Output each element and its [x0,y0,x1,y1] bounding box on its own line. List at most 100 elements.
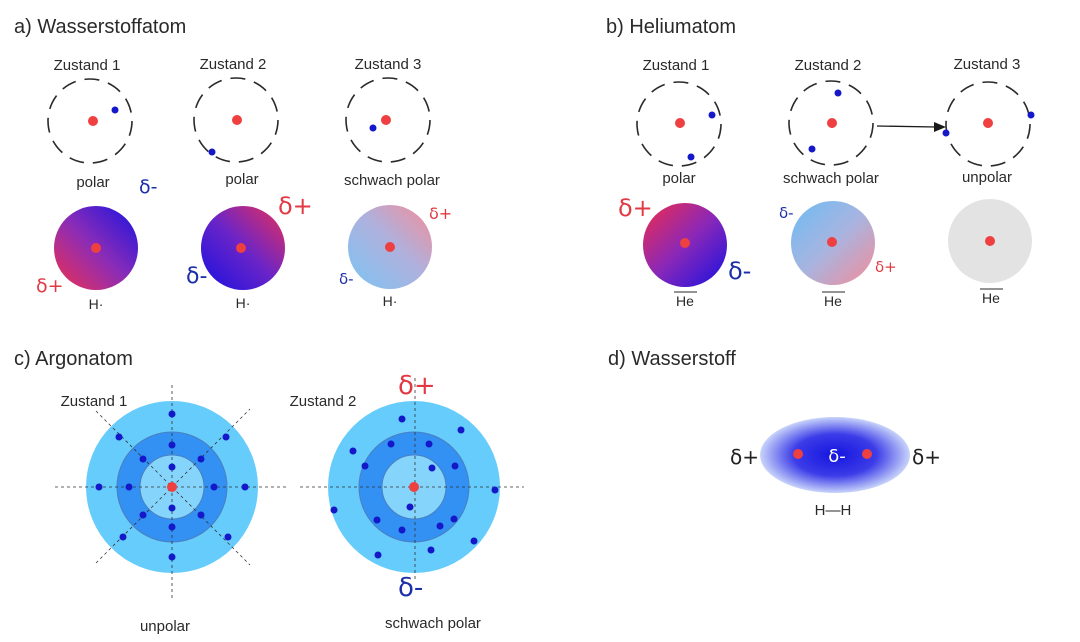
argon-1-electron [168,504,176,512]
panel-b-cloud-1-nucleus [680,238,690,248]
panel-a-orbit-2 [193,77,279,163]
panel-b-title: b) Heliumatom [606,16,736,38]
argon-2-electron [373,516,381,524]
h2-nucleus-right [862,449,872,459]
panel-a-nucleus-2 [232,115,242,125]
argon-1-electron [139,511,147,519]
panel-b-charge-2-positive: δ+ [875,258,897,276]
panel-a-cloud-3-nucleus [385,242,395,252]
argon-2-electron [450,515,458,523]
panel-d-charge-right-positive: δ+ [912,445,941,469]
panel-a-charge-3-negative: δ- [339,270,354,288]
panel-b-nucleus-1 [675,118,685,128]
argon-1-electron [95,483,103,491]
argon-1-electron [168,523,176,531]
argon-1-electron [125,483,133,491]
panel-b-state-2-label: Zustand 2 [795,57,862,74]
h2-nucleus-left [793,449,803,459]
argon-2-electron [398,526,406,534]
argon-2-electron [349,447,357,455]
panel-b-charge-2-negative: δ- [779,204,794,222]
panel-d-charge-left-positive: δ+ [730,445,759,469]
panel-a-orbit-3 [345,77,431,163]
panel-a-state-2-label: Zustand 2 [200,56,267,73]
h2-electron-cloud [760,417,910,493]
panel-a-state-1-label: Zustand 1 [54,57,121,74]
panel-a-nucleus-3 [381,115,391,125]
panel-a-nucleus-1 [88,116,98,126]
panel-b-orbit-1 [636,81,722,167]
argon-2-electron [330,506,338,514]
panel-b-electron-1b [687,153,695,161]
panel-a-cloud-2-nucleus [236,243,246,253]
argon-2-electron [406,503,414,511]
panel-b-transition-arrow-head [934,122,946,132]
panel-a-caption-1: polar [76,174,109,191]
panel-a-charge-1-positive: δ+ [36,275,64,297]
panel-c-state-1-label: Zustand 1 [61,393,128,410]
panel-c-state-2-label: Zustand 2 [290,393,357,410]
argon-1-electron [241,483,249,491]
panel-c-title: c) Argonatom [14,348,133,370]
argon-1-electron [197,511,205,519]
argon-1-electron [168,410,176,418]
panel-a-hydrogen-atom: a) Wasserstoffatom Zustand 1 Zustand 2 Z… [14,16,452,312]
panel-a-caption-2: polar [225,171,258,188]
argon-2-electron [398,415,406,423]
panel-a-electron-3 [369,124,377,132]
panel-b-state-3-label: Zustand 3 [954,56,1021,73]
panel-b-transition-arrow-line [876,125,937,128]
argon-1-electron [168,553,176,561]
panel-d-molecule-label: H—H [815,502,852,519]
argon-2-electrons [330,415,499,559]
panel-c-caption-1: unpolar [140,618,190,635]
panel-b-electron-1a [708,111,716,119]
panel-b-caption-3: unpolar [962,169,1012,186]
panel-b-cloud-3-nucleus [985,236,995,246]
panel-d-charge-center-negative: δ- [828,446,846,467]
panel-d-hydrogen-molecule: d) Wasserstoff δ+ δ- δ+ H—H [608,348,941,519]
argon-1-nucleus [167,482,177,492]
panel-b-charge-1-negative: δ- [728,257,751,285]
argon-1-electron [197,455,205,463]
panel-b-electron-2b [808,145,816,153]
panel-c-caption-2: schwach polar [385,615,481,632]
argon-2-electron [428,464,436,472]
panel-a-cloud-1-nucleus [91,243,101,253]
argon-2-nucleus [409,482,419,492]
argon-1-electron [139,455,147,463]
panel-a-symbol-3: H· [383,293,398,309]
panel-a-title: a) Wasserstoffatom [14,16,186,38]
panel-a-symbol-2: H· [236,295,251,311]
argon-2-electron [457,426,465,434]
argon-1-electron [115,433,123,441]
panel-b-electron-3a [942,129,950,137]
panel-b-charge-1-positive: δ+ [618,194,653,222]
panel-c-charge-negative: δ- [398,573,423,603]
panel-b-state-1-label: Zustand 1 [643,57,710,74]
panel-a-electron-2 [208,148,216,156]
panel-b-caption-2: schwach polar [783,170,879,187]
argon-1-electron [168,463,176,471]
argon-1-electron [210,483,218,491]
panel-b-orbit-3 [945,81,1031,167]
panel-b-cloud-2-nucleus [827,237,837,247]
argon-2-electron [361,462,369,470]
panel-b-orbit-2 [788,80,874,166]
panel-c-charge-positive: δ+ [398,371,436,401]
panel-b-symbol-1: He [676,293,694,309]
panel-a-electron-1 [111,106,119,114]
panel-a-state-3-label: Zustand 3 [355,56,422,73]
panel-a-caption-3: schwach polar [344,172,440,189]
argon-2-axes [300,378,524,580]
panel-a-charge-2-negative: δ- [186,264,207,289]
panel-a-charge-3-positive: δ+ [429,204,452,223]
panel-c-argon-atom: c) Argonatom Zustand 1 Zustand 2 [14,348,524,635]
argon-2-electron [374,551,382,559]
panel-b-caption-1: polar [662,170,695,187]
panel-b-helium-atom: b) Heliumatom Zustand 1 Zustand 2 Zustan… [606,16,1035,309]
argon-1-electron [119,533,127,541]
argon-2-electron [387,440,395,448]
panel-b-electron-2a [834,89,842,97]
